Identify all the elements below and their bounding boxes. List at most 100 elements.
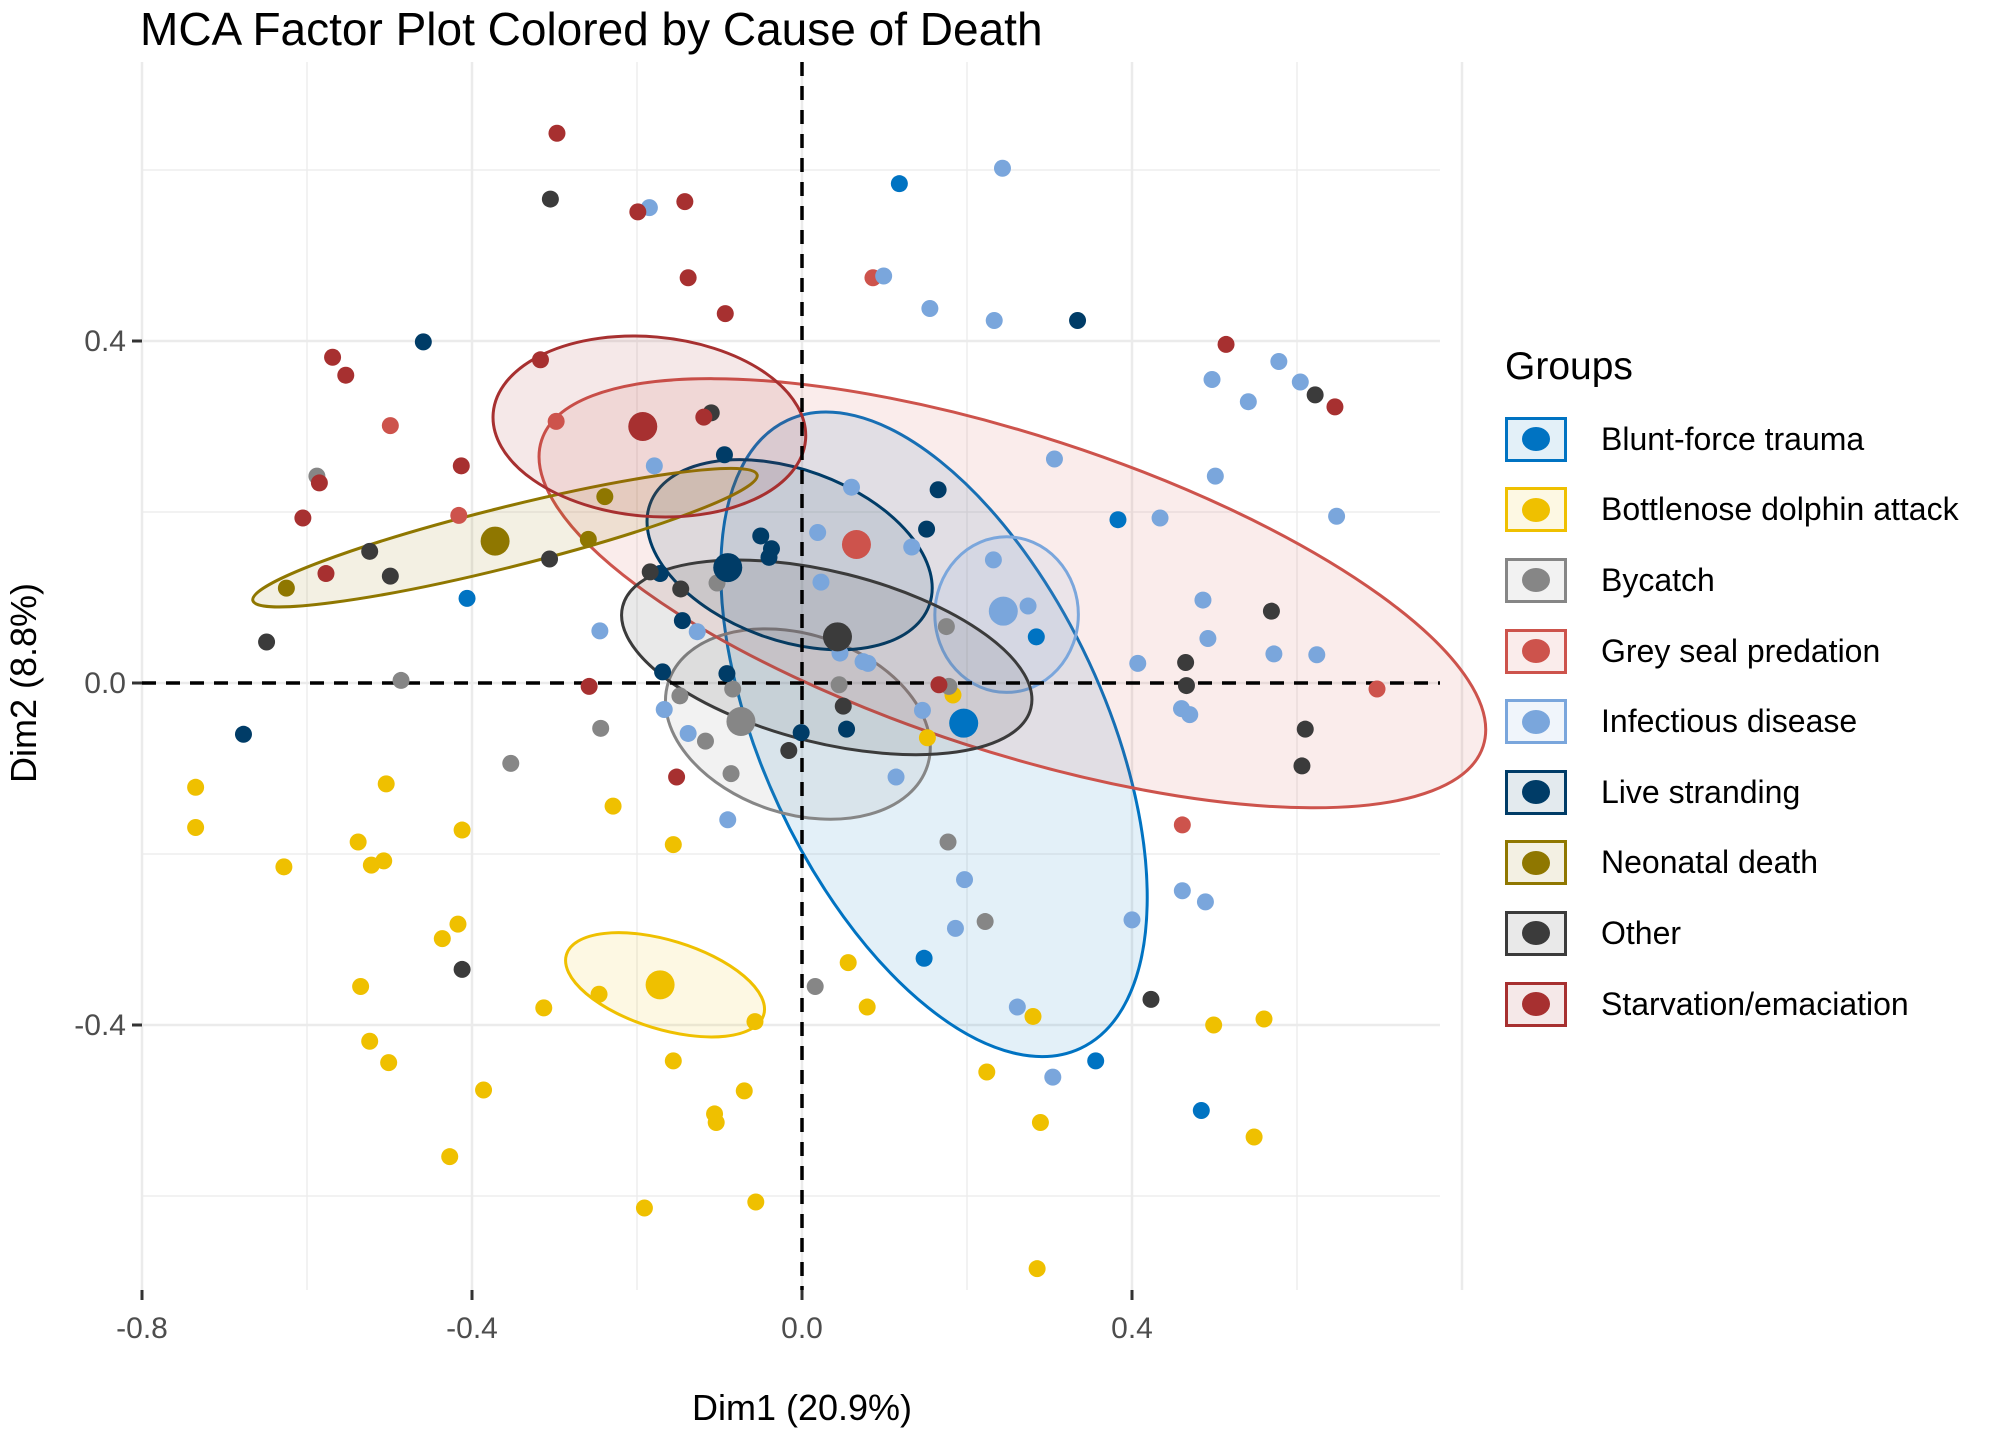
centroid-live-stranding — [713, 553, 743, 583]
point-bottlenose-dolphin-attack — [839, 954, 857, 972]
point-grey-seal-predation — [381, 417, 399, 435]
point-blunt-force-trauma — [1109, 511, 1127, 529]
reference-lines — [142, 62, 1440, 1290]
point-infectious-disease — [1291, 373, 1309, 391]
point-live-stranding — [838, 720, 856, 738]
point-bottlenose-dolphin-attack — [1028, 1260, 1046, 1278]
point-live-stranding — [673, 612, 691, 630]
chart-title: MCA Factor Plot Colored by Cause of Deat… — [140, 3, 1043, 55]
legend-item-other: Other — [1505, 898, 1959, 969]
point-infectious-disease — [809, 524, 827, 542]
point-live-stranding — [792, 724, 810, 742]
point-grey-seal-predation — [1368, 680, 1386, 698]
grid-lines — [140, 62, 1464, 1290]
point-blunt-force-trauma — [890, 175, 908, 193]
point-live-stranding — [718, 665, 736, 683]
point-bottlenose-dolphin-attack — [978, 1063, 996, 1081]
point-infectious-disease — [1173, 882, 1191, 900]
point-infectious-disease — [1270, 353, 1288, 371]
y-tick-label: 0.4 — [84, 325, 126, 358]
point-bottlenose-dolphin-attack — [187, 818, 205, 836]
axes: -0.8 -0.4 0.0 0.4 -0.4 0.0 0.4 — [74, 325, 1153, 1345]
legend-label: Bottlenose dolphin attack — [1601, 491, 1959, 528]
point-other — [381, 567, 399, 585]
point-bottlenose-dolphin-attack — [747, 1193, 765, 1211]
point-infectious-disease — [1151, 509, 1169, 527]
point-starvation-emaciation — [676, 193, 694, 211]
point-bottlenose-dolphin-attack — [433, 930, 451, 948]
point-infectious-disease — [1308, 646, 1326, 664]
point-blunt-force-trauma — [1027, 628, 1045, 646]
legend-label: Neonatal death — [1601, 844, 1819, 881]
point-infectious-disease — [985, 311, 1003, 329]
point-bottlenose-dolphin-attack — [1031, 1113, 1049, 1131]
point-infectious-disease — [993, 159, 1011, 177]
point-starvation-emaciation — [1217, 335, 1235, 353]
point-other — [1306, 386, 1324, 404]
legend-dot-icon — [1522, 780, 1550, 805]
point-infectious-disease — [655, 701, 673, 719]
point-bottlenose-dolphin-attack — [604, 797, 622, 815]
legend-dot-icon — [1522, 992, 1550, 1017]
point-grey-seal-predation — [547, 412, 565, 430]
point-starvation-emaciation — [294, 509, 312, 527]
legend: Groups Blunt-force trauma Bottlenose dolp… — [1505, 344, 1959, 1039]
legend-label: Blunt-force trauma — [1601, 420, 1865, 457]
centroid-grey-seal-predation — [841, 529, 871, 559]
point-live-stranding — [929, 481, 947, 499]
point-infectious-disease — [875, 267, 893, 285]
point-starvation-emaciation — [452, 457, 470, 475]
point-grey-seal-predation — [450, 506, 468, 524]
point-infectious-disease — [1194, 591, 1212, 609]
y-axis-title: Dim2 (8.8%) — [3, 583, 44, 783]
point-infectious-disease — [1044, 1068, 1062, 1086]
point-infectious-disease — [1019, 597, 1037, 615]
point-other — [1293, 757, 1311, 775]
point-infectious-disease — [1239, 393, 1257, 411]
legend-key — [1505, 416, 1567, 462]
x-tick-label: -0.8 — [116, 1312, 168, 1345]
point-starvation-emaciation — [548, 124, 566, 142]
point-bottlenose-dolphin-attack — [535, 999, 553, 1017]
legend-key — [1505, 487, 1567, 533]
legend-key — [1505, 910, 1567, 956]
ellipse-live-stranding — [645, 458, 934, 652]
point-bycatch — [502, 754, 520, 772]
point-bycatch — [806, 978, 824, 996]
legend-label: Other — [1601, 914, 1682, 951]
point-starvation-emaciation — [317, 565, 335, 583]
point-bottlenose-dolphin-attack — [375, 852, 393, 870]
point-infectious-disease — [1203, 370, 1221, 388]
point-bycatch — [671, 687, 689, 705]
centroid-infectious-disease — [988, 596, 1018, 626]
point-starvation-emaciation — [310, 474, 328, 492]
point-other — [1296, 720, 1314, 738]
legend-item-neonatal-death: Neonatal death — [1505, 828, 1959, 899]
point-starvation-emaciation — [337, 366, 355, 384]
point-blunt-force-trauma — [458, 589, 476, 607]
point-infectious-disease — [1008, 998, 1026, 1016]
point-infectious-disease — [913, 701, 931, 719]
point-bycatch — [696, 732, 714, 750]
y-tick-label: -0.4 — [74, 1009, 126, 1042]
point-infectious-disease — [1265, 645, 1283, 663]
data-points — [187, 124, 1386, 1278]
legend-key — [1505, 628, 1567, 674]
point-starvation-emaciation — [629, 203, 647, 221]
point-other — [541, 190, 559, 208]
point-live-stranding — [760, 548, 778, 566]
point-other — [258, 633, 276, 651]
legend-dot-icon — [1522, 639, 1550, 664]
point-bycatch — [939, 833, 957, 851]
point-bottlenose-dolphin-attack — [380, 1054, 398, 1072]
point-infectious-disease — [956, 871, 974, 889]
point-infectious-disease — [984, 551, 1002, 569]
point-other — [1177, 653, 1195, 671]
point-bycatch — [724, 680, 742, 698]
point-other — [1142, 990, 1160, 1008]
point-blunt-force-trauma — [1192, 1102, 1210, 1119]
legend-item-blunt-force-trauma: Blunt-force trauma — [1505, 404, 1959, 475]
point-live-stranding — [234, 725, 252, 743]
point-bottlenose-dolphin-attack — [1245, 1128, 1263, 1146]
legend-item-bycatch: Bycatch — [1505, 545, 1959, 616]
